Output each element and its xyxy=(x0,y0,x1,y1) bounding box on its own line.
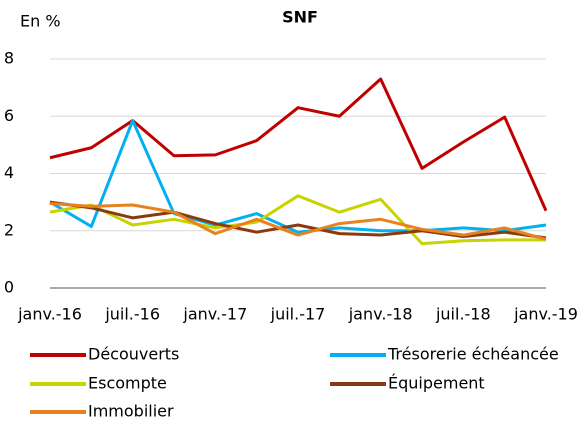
x-tick-label: juil.-17 xyxy=(270,305,326,324)
y-tick-label: 0 xyxy=(4,278,14,297)
x-tick-label: janv.-19 xyxy=(513,305,578,324)
x-tick-label: janv.-16 xyxy=(17,305,82,324)
series-line xyxy=(49,202,547,241)
y-tick-label: 8 xyxy=(4,49,14,68)
y-axis-label: En % xyxy=(20,12,61,31)
y-tick-label: 2 xyxy=(4,220,14,239)
x-tick-label: janv.-17 xyxy=(182,305,247,324)
legend-label: Immobilier xyxy=(88,402,174,421)
y-tick-label: 6 xyxy=(4,106,14,125)
series-line xyxy=(49,119,547,234)
legend-label: Découverts xyxy=(88,345,179,364)
chart-title: SNF xyxy=(282,8,318,27)
x-tick-label: juil.-16 xyxy=(104,305,160,324)
y-tick-label: 4 xyxy=(4,163,14,182)
legend-label: Trésorerie échéancée xyxy=(387,345,559,364)
x-tick-label: juil.-18 xyxy=(435,305,491,324)
series-line xyxy=(49,194,546,246)
legend-label: Escompte xyxy=(88,374,167,393)
x-tick-label: janv.-18 xyxy=(348,305,413,324)
legend-label: Équipement xyxy=(388,374,485,393)
